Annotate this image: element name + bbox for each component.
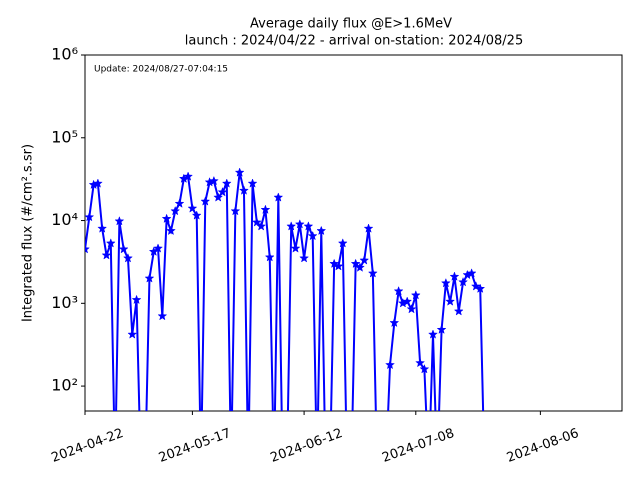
point-marker — [329, 258, 340, 269]
point-marker — [127, 329, 138, 339]
point-marker — [445, 296, 456, 306]
point-marker — [256, 221, 267, 231]
point-marker — [251, 217, 262, 227]
point-marker — [183, 171, 194, 181]
point-marker — [208, 175, 219, 186]
point-marker — [273, 192, 284, 202]
chart-subtitle: launch : 2024/04/22 - arrival on-station… — [185, 34, 523, 49]
point-marker — [123, 253, 133, 263]
point-marker — [466, 268, 477, 278]
point-marker — [174, 198, 185, 208]
point-marker — [85, 211, 95, 222]
point-marker — [221, 178, 232, 188]
point-marker — [264, 252, 275, 262]
point-marker — [449, 271, 460, 281]
point-marker — [428, 329, 438, 339]
point-marker — [337, 238, 348, 248]
point-marker — [389, 317, 400, 328]
y-tick-label: 10⁴ — [51, 210, 78, 229]
point-marker — [200, 196, 211, 206]
x-tick-label: 2024-04-22 — [49, 426, 125, 466]
point-marker — [260, 204, 271, 214]
point-marker — [217, 186, 228, 197]
y-tick-label: 10³ — [51, 293, 78, 312]
point-marker — [105, 238, 116, 248]
point-marker — [294, 219, 305, 229]
point-marker — [303, 221, 314, 231]
point-marker — [131, 294, 142, 305]
y-tick-label: 10⁵ — [51, 127, 78, 146]
point-marker — [165, 225, 176, 236]
point-marker — [187, 203, 198, 213]
point-marker — [101, 250, 112, 260]
point-marker — [475, 283, 486, 293]
point-marker — [307, 230, 318, 241]
point-marker — [247, 178, 258, 188]
plot-area — [85, 167, 486, 411]
point-marker — [470, 281, 481, 291]
point-marker — [157, 310, 168, 321]
point-marker — [230, 205, 241, 216]
point-marker — [92, 178, 103, 188]
point-marker — [161, 213, 172, 224]
point-marker — [354, 262, 365, 272]
point-marker — [213, 192, 224, 202]
point-marker — [316, 225, 327, 236]
series-line — [85, 172, 485, 411]
point-marker — [170, 205, 181, 216]
point-marker — [419, 363, 430, 374]
annotation: Update: 2024/08/27-07:04:15 — [94, 65, 228, 75]
point-marker — [410, 290, 421, 300]
x-tick-label: 2024-08-06 — [505, 426, 581, 466]
point-marker — [299, 253, 310, 263]
y-tick-label: 10⁶ — [51, 45, 78, 64]
point-marker — [402, 296, 413, 306]
point-marker — [286, 221, 297, 231]
point-marker — [458, 276, 469, 287]
point-marker — [367, 268, 378, 278]
point-marker — [153, 243, 163, 253]
chart-title: Average daily flux @E>1.6MeV — [250, 17, 452, 32]
x-tick-label: 2024-07-08 — [380, 426, 456, 466]
point-marker — [406, 303, 417, 314]
point-marker — [350, 258, 361, 269]
point-marker — [453, 306, 464, 316]
point-marker — [85, 244, 90, 254]
point-marker — [97, 223, 108, 233]
point-marker — [234, 167, 245, 177]
point-marker — [359, 255, 370, 265]
point-marker — [114, 216, 125, 226]
y-tick-label: 10² — [51, 376, 78, 395]
point-marker — [385, 359, 395, 370]
point-marker — [144, 273, 155, 283]
x-tick-label: 2024-06-12 — [269, 426, 345, 466]
x-tick-label: 2024-05-17 — [157, 426, 233, 466]
point-marker — [363, 223, 374, 233]
point-marker — [415, 357, 426, 368]
point-marker — [118, 244, 129, 254]
point-marker — [440, 277, 451, 288]
point-marker — [191, 210, 202, 220]
point-marker — [436, 324, 447, 334]
point-marker — [333, 261, 344, 271]
point-marker — [238, 185, 249, 195]
y-axis-label: Integrated flux (#/cm².s.sr) — [21, 144, 36, 322]
point-marker — [393, 286, 404, 296]
point-marker — [290, 243, 301, 253]
